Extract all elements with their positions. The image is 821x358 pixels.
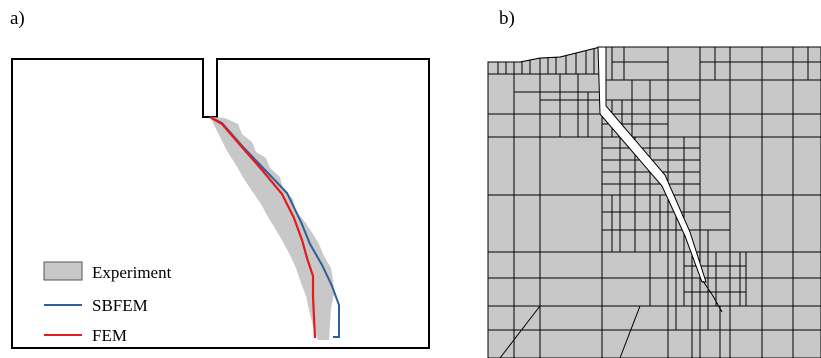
- legend-sbfem-label: SBFEM: [92, 296, 148, 315]
- panel-label-b: b): [499, 8, 515, 29]
- experiment-crack-region: [210, 117, 334, 340]
- panel-b-mesh: [487, 46, 821, 358]
- legend: Experiment SBFEM FEM: [43, 261, 172, 345]
- legend-experiment-label: Experiment: [92, 263, 172, 282]
- mesh-grid: [488, 47, 821, 358]
- mesh-crack-tail: [702, 280, 723, 313]
- mesh-crack-opening: [597, 46, 707, 283]
- legend-experiment-swatch: [43, 261, 83, 281]
- panel-label-a: a): [10, 8, 25, 29]
- mesh-region: [487, 46, 821, 358]
- legend-fem-label: FEM: [92, 326, 127, 345]
- fem-crack-path: [209, 116, 317, 339]
- panel-a-diagram: Experiment SBFEM FEM: [11, 58, 430, 349]
